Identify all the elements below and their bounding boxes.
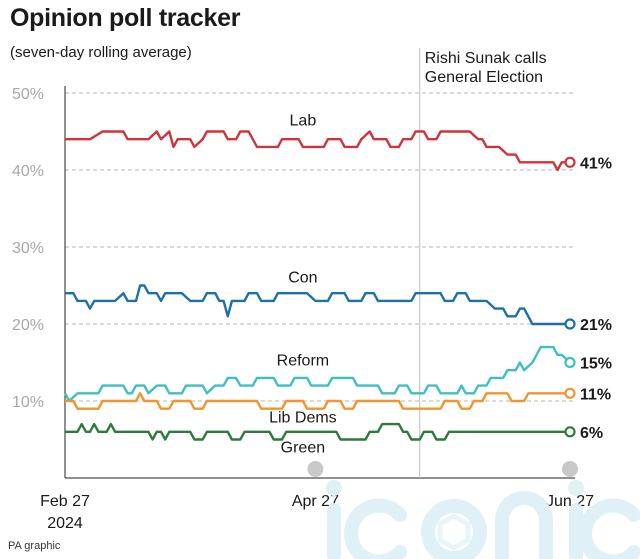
series-line-reform [63,345,571,403]
series-end-marker [564,318,576,330]
annotation-text: Rishi Sunak calls [425,50,547,67]
y-tick-label: 20% [12,317,44,334]
series-layer [63,130,576,441]
series-end-marker [564,426,576,438]
series-name-label: Lab [290,112,317,129]
x-tick-sublabel: 2024 [47,515,83,532]
series-end-marker [564,356,576,369]
series-name-label: Con [288,269,317,286]
y-tick-label: 30% [12,240,44,257]
series-line-con [65,284,570,326]
annotation-text: General Election [425,69,543,86]
series-end-marker [564,156,576,168]
axis-layer: 50% 40% 30% 20% 10% Feb 27 2024 Apr 27 Jun 27 [12,48,594,532]
series-end-label: 41% [580,155,612,172]
grid-layer [65,92,575,402]
y-tick-label: 10% [12,394,44,411]
y-tick-label: 50% [12,86,44,103]
series-line-lab [65,130,570,172]
series-line-green [65,422,570,441]
x-tick-label: Feb 27 [40,493,90,510]
series-name-label: Reform [277,353,329,370]
x-tick-label: Apr 27 [292,493,339,510]
chart-subtitle: (seven-day rolling average) [10,44,192,61]
series-name-label: Lib Dems [269,410,337,427]
series-end-label: 15% [580,356,612,373]
x-tick-label: Jun 27 [546,493,594,510]
y-tick-label: 40% [12,163,44,180]
chart-title: Opinion poll tracker [10,4,241,32]
series-end-label: 6% [580,425,603,442]
iconic-watermark [326,480,640,559]
label-layer: Rishi Sunak calls General Election 41% Lab 2… [269,50,612,457]
x-tick-marker [307,461,324,477]
series-end-label: 21% [580,317,612,334]
series-name-label: Green [281,440,325,457]
series-end-label: 11% [580,386,611,403]
series-end-marker [564,387,576,399]
x-tick-marker [562,461,578,477]
series-line-lib-dems [65,392,570,410]
credit-text: PA graphic [8,540,61,552]
